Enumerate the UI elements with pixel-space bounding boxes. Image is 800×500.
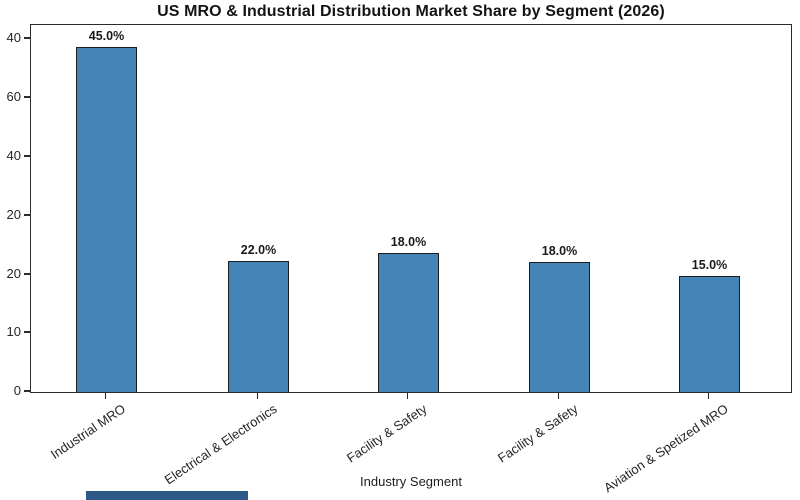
- bar-segment-3: [529, 262, 590, 392]
- y-tick-mark-1: [24, 96, 30, 98]
- y-tick-label-5: 10: [6, 324, 21, 339]
- bar-value-label-3: 18.0%: [541, 244, 578, 258]
- bar-segment-4: [679, 276, 740, 392]
- y-tick-mark-6: [24, 390, 30, 392]
- x-tick-mark-3: [557, 392, 560, 399]
- bottom-strip: [86, 491, 248, 500]
- y-tick-mark-0: [24, 37, 30, 39]
- y-tick-label-3: 20: [6, 207, 21, 222]
- bar-segment-1: [228, 261, 289, 392]
- x-category-label-3: Facility & Safety: [495, 401, 581, 466]
- bar-segment-2: [378, 253, 439, 392]
- x-tick-mark-2: [406, 392, 409, 399]
- bar-value-label-4: 15.0%: [691, 258, 728, 272]
- bar-segment-0: [76, 47, 137, 392]
- x-axis-title: Industry Segment: [360, 474, 462, 489]
- y-tick-label-4: 20: [6, 266, 21, 281]
- x-category-label-2: Facility & Safety: [344, 401, 430, 466]
- x-tick-mark-4: [707, 392, 710, 399]
- x-tick-mark-1: [256, 392, 259, 399]
- x-tick-mark-0: [104, 392, 107, 399]
- y-tick-mark-5: [24, 331, 30, 333]
- y-tick-label-1: 60: [6, 89, 21, 104]
- y-tick-label-2: 40: [6, 148, 21, 163]
- x-category-label-0: Industrial MRO: [47, 401, 128, 462]
- bar-value-label-0: 45.0%: [88, 29, 125, 43]
- y-tick-mark-3: [24, 214, 30, 216]
- plot-area: 45.0% 22.0% 18.0% 18.0% 15.0%: [30, 24, 792, 393]
- y-tick-mark-4: [24, 273, 30, 275]
- bar-value-label-2: 18.0%: [390, 235, 427, 249]
- bar-value-label-1: 22.0%: [240, 243, 277, 257]
- y-tick-mark-2: [24, 155, 30, 157]
- y-tick-label-0: 40: [6, 30, 21, 45]
- chart-title: US MRO & Industrial Distribution Market …: [157, 3, 665, 20]
- y-tick-label-6: 0: [13, 383, 21, 398]
